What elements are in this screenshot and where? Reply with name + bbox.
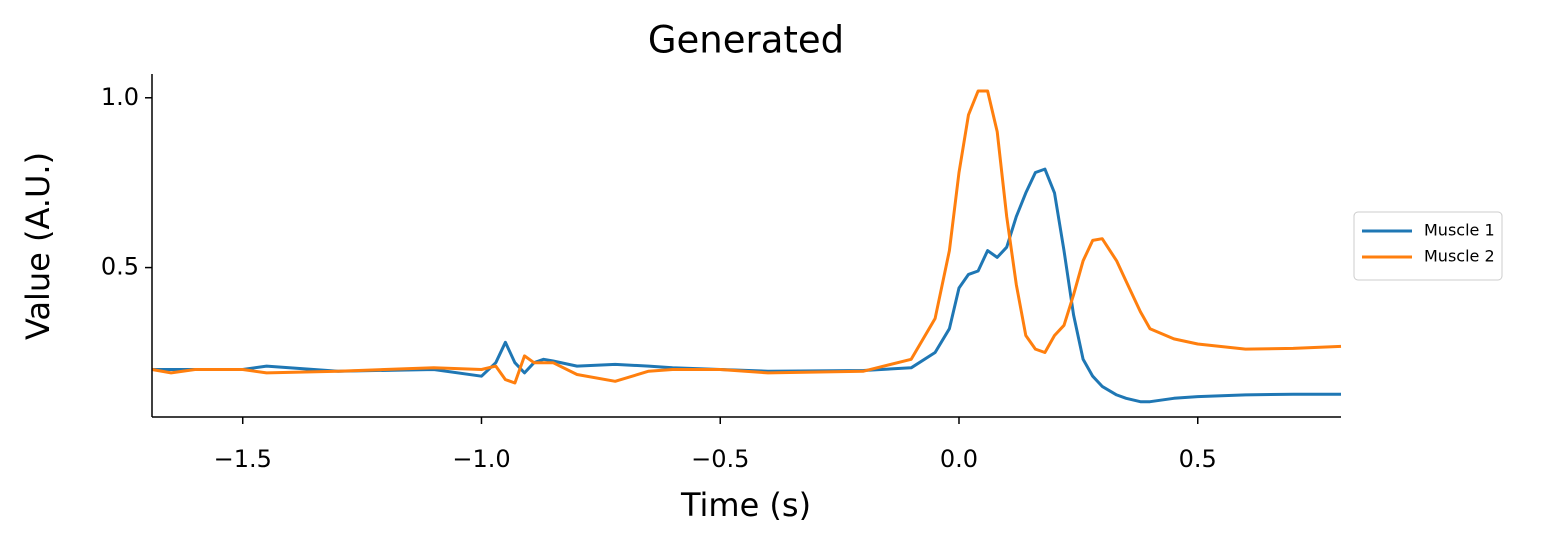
line-series bbox=[151, 89, 1342, 385]
x-tick-label: −1.5 bbox=[214, 445, 272, 473]
x-tick-label: 0.0 bbox=[940, 445, 978, 473]
x-tick-label: −0.5 bbox=[691, 445, 749, 473]
x-axis-label: Time (s) bbox=[680, 486, 811, 524]
chart-title: Generated bbox=[648, 19, 844, 62]
legend-label: Muscle 1 bbox=[1424, 221, 1495, 240]
y-tick-label: 1.0 bbox=[101, 83, 139, 111]
x-tick-label: 0.5 bbox=[1179, 445, 1217, 473]
y-tick-label: 0.5 bbox=[101, 253, 139, 281]
line-series bbox=[152, 167, 1341, 404]
legend-label: Muscle 2 bbox=[1424, 247, 1495, 266]
x-tick-label: −1.0 bbox=[452, 445, 510, 473]
y-axis-label: Value (A.U.) bbox=[19, 152, 57, 340]
legend-box bbox=[1353, 211, 1503, 281]
legend: Muscle 1 Muscle 2 bbox=[1353, 211, 1503, 281]
